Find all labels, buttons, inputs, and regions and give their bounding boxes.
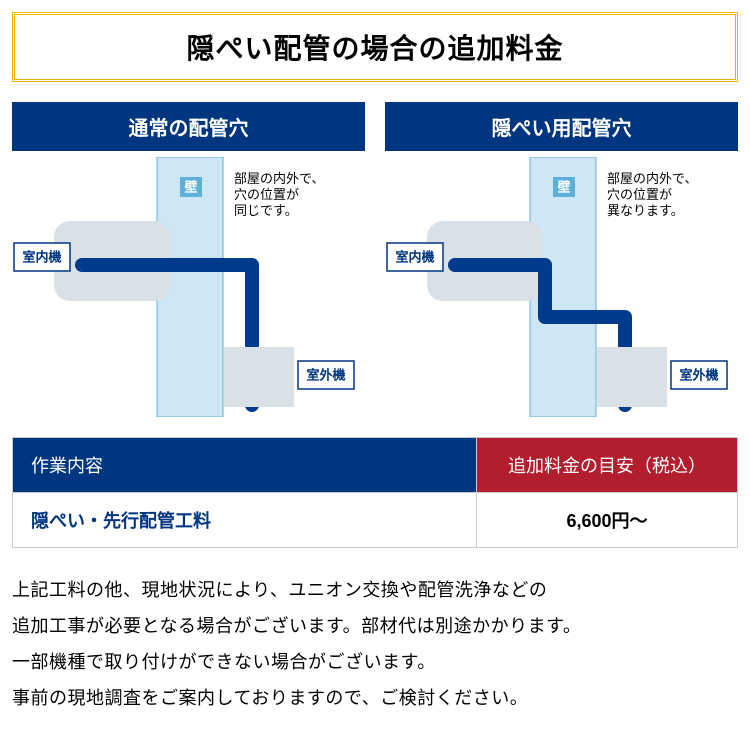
svg-text:部屋の内外で、: 部屋の内外で、 xyxy=(234,171,324,186)
note-line: 追加工事が必要となる場合がございます。部材代は別途かかります。 xyxy=(12,608,738,644)
notes-block: 上記工料の他、現地状況により、ユニオン交換や配管洗浄などの 追加工事が必要となる… xyxy=(12,572,738,716)
svg-text:室内機: 室内機 xyxy=(22,250,61,265)
title-box: 隠ぺい配管の場合の追加料金 xyxy=(12,12,738,82)
svg-text:穴の位置が: 穴の位置が xyxy=(607,187,672,202)
svg-text:穴の位置が: 穴の位置が xyxy=(234,187,299,202)
svg-text:壁: 壁 xyxy=(557,180,570,195)
table-header-row: 作業内容 追加料金の目安（税込） xyxy=(13,438,738,493)
diagram-left-svg: 壁 室内機 室外機 部屋の内外で、穴の位置が同じです。 xyxy=(12,157,362,417)
th-work: 作業内容 xyxy=(13,438,477,493)
td-fee: 6,600円〜 xyxy=(477,493,738,548)
note-line: 上記工料の他、現地状況により、ユニオン交換や配管洗浄などの xyxy=(12,572,738,608)
svg-text:異なります。: 異なります。 xyxy=(607,203,684,218)
page-title: 隠ぺい配管の場合の追加料金 xyxy=(15,27,735,67)
diagram-right-header: 隠ぺい用配管穴 xyxy=(385,102,738,151)
diagram-right: 隠ぺい用配管穴 壁 室内機 室外機 部屋の内外で、穴の位置が異なります。 xyxy=(385,102,738,417)
diagrams-row: 通常の配管穴 壁 室内機 室外機部屋の内外で、穴の位置が同じです。 隠ぺい用配管… xyxy=(12,102,738,417)
diagram-left: 通常の配管穴 壁 室内機 室外機 部屋の内外で、穴の位置が同じです。 xyxy=(12,102,365,417)
note-line: 一部機種で取り付けができない場合がございます。 xyxy=(12,644,738,680)
svg-text:壁: 壁 xyxy=(184,180,197,195)
svg-text:部屋の内外で、: 部屋の内外で、 xyxy=(607,171,697,186)
svg-text:室外機: 室外機 xyxy=(306,368,345,383)
table-row: 隠ぺい・先行配管工料 6,600円〜 xyxy=(13,493,738,548)
svg-text:同じです。: 同じです。 xyxy=(234,203,298,218)
diagram-left-header: 通常の配管穴 xyxy=(12,102,365,151)
note-line: 事前の現地調査をご案内しておりますので、ご検討ください。 xyxy=(12,680,738,716)
diagram-right-svg: 壁 室内機 室外機 部屋の内外で、穴の位置が異なります。 xyxy=(385,157,735,417)
price-table: 作業内容 追加料金の目安（税込） 隠ぺい・先行配管工料 6,600円〜 xyxy=(12,437,738,548)
td-work: 隠ぺい・先行配管工料 xyxy=(13,493,477,548)
th-fee: 追加料金の目安（税込） xyxy=(477,438,738,493)
svg-text:室内機: 室内機 xyxy=(395,250,434,265)
svg-text:室外機: 室外機 xyxy=(679,368,718,383)
